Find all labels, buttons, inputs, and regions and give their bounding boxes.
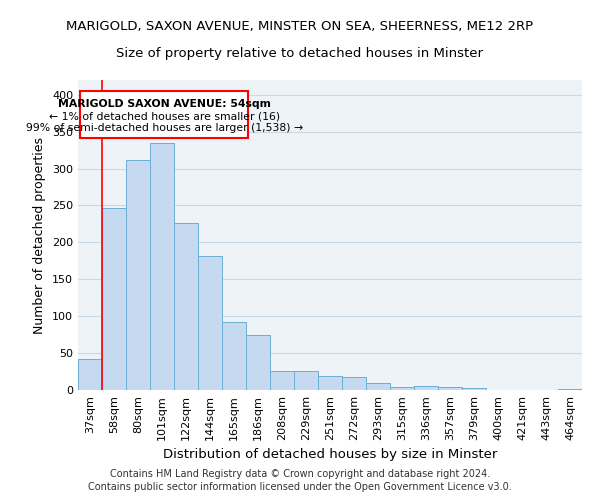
Bar: [294, 371, 318, 390]
Bar: [558, 388, 582, 390]
Y-axis label: Number of detached properties: Number of detached properties: [34, 136, 46, 334]
Bar: [342, 376, 366, 390]
Text: Contains public sector information licensed under the Open Government Licence v3: Contains public sector information licen…: [88, 482, 512, 492]
Text: MARIGOLD, SAXON AVENUE, MINSTER ON SEA, SHEERNESS, ME12 2RP: MARIGOLD, SAXON AVENUE, MINSTER ON SEA, …: [67, 20, 533, 33]
Bar: [438, 387, 462, 390]
Text: 99% of semi-detached houses are larger (1,538) →: 99% of semi-detached houses are larger (…: [26, 124, 303, 134]
Text: MARIGOLD SAXON AVENUE: 54sqm: MARIGOLD SAXON AVENUE: 54sqm: [58, 98, 271, 108]
Bar: [126, 160, 150, 390]
Bar: [270, 371, 294, 390]
Bar: [150, 142, 174, 390]
Text: ← 1% of detached houses are smaller (16): ← 1% of detached houses are smaller (16): [49, 111, 280, 121]
FancyBboxPatch shape: [80, 91, 248, 138]
Bar: [222, 322, 246, 390]
Bar: [414, 386, 438, 390]
Text: Contains HM Land Registry data © Crown copyright and database right 2024.: Contains HM Land Registry data © Crown c…: [110, 469, 490, 479]
Bar: [318, 376, 342, 390]
Text: Size of property relative to detached houses in Minster: Size of property relative to detached ho…: [116, 48, 484, 60]
Bar: [366, 382, 390, 390]
X-axis label: Distribution of detached houses by size in Minster: Distribution of detached houses by size …: [163, 448, 497, 462]
Bar: [102, 208, 126, 390]
Bar: [246, 334, 270, 390]
Bar: [78, 359, 102, 390]
Bar: [174, 223, 198, 390]
Bar: [198, 256, 222, 390]
Bar: [462, 388, 486, 390]
Bar: [390, 387, 414, 390]
